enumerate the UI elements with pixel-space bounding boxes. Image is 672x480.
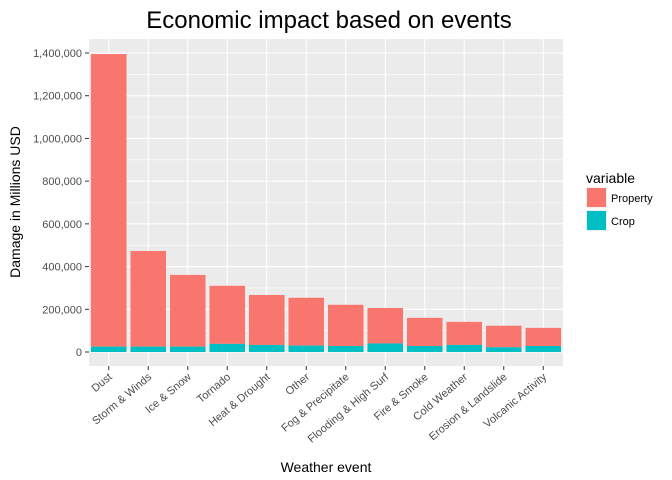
chart-title: Economic impact based on events (146, 7, 512, 34)
bar-property (288, 297, 325, 346)
legend-title: variable (586, 170, 635, 186)
bar-crop (169, 346, 206, 352)
bar-crop (485, 347, 522, 352)
y-tick-label: 1,400,000 (33, 48, 82, 60)
bar-crop (288, 345, 325, 352)
bar-crop (209, 343, 246, 352)
bar-property (248, 294, 285, 345)
y-tick-label: 800,000 (42, 176, 82, 188)
x-tick-label: Dust (90, 371, 115, 395)
y-axis-title: Damage in Millions USD (7, 126, 23, 278)
y-axis: 0 200,000 400,000 600,000 800,000 1,000,000 1,… (33, 48, 89, 359)
bar-property (90, 54, 127, 347)
bar-property (525, 327, 562, 347)
y-tick-label: 200,000 (42, 304, 82, 316)
bar-property (367, 308, 404, 344)
bar-crop (130, 346, 167, 352)
bar-crop (406, 346, 443, 352)
bar-crop (367, 343, 404, 352)
bar-property (169, 274, 206, 347)
x-tick-label: Fog & Precipitate (279, 371, 351, 434)
bar-property (327, 304, 364, 347)
bar-crop (327, 346, 364, 352)
legend-label: Crop (611, 216, 635, 228)
x-tick-label: Other (283, 371, 312, 398)
bar-property (209, 285, 246, 344)
y-tick-label: 400,000 (42, 262, 82, 274)
bar-crop (90, 346, 127, 352)
bar-crop (248, 344, 285, 352)
legend: variable Property Crop (586, 170, 653, 231)
bar-crop (525, 346, 562, 352)
bars (90, 54, 562, 352)
legend-label: Property (611, 193, 653, 205)
bar-property (446, 321, 483, 345)
y-tick-label: 0 (76, 347, 82, 359)
bar-crop (446, 344, 483, 352)
x-axis-title: Weather event (281, 459, 372, 475)
bar-property (406, 317, 443, 347)
x-tick-label: Tornado (195, 371, 233, 406)
bar-property (130, 250, 167, 347)
y-tick-label: 600,000 (42, 219, 82, 231)
legend-swatch (587, 188, 606, 207)
y-tick-label: 1,200,000 (33, 91, 82, 103)
y-tick-label: 1,000,000 (33, 133, 82, 145)
legend-swatch (587, 211, 606, 230)
bar-property (485, 325, 522, 348)
